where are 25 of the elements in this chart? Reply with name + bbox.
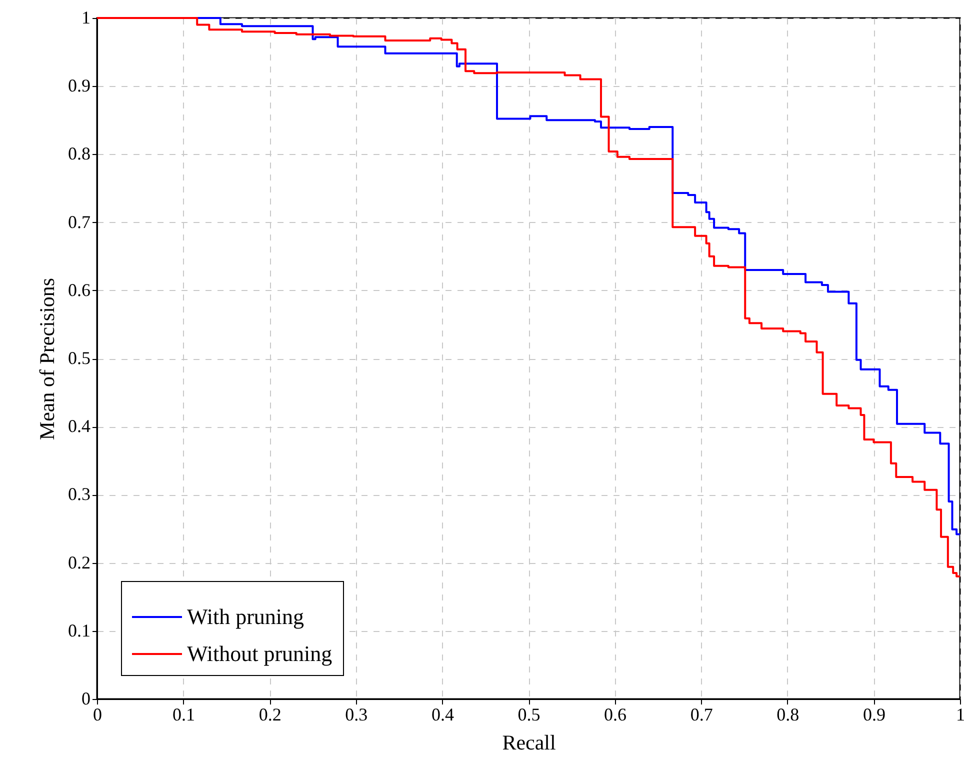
x-tick-label: 0.3 (345, 704, 368, 724)
y-tick-label: 1 (82, 8, 90, 28)
y-tick-label: 0.4 (68, 416, 90, 436)
x-tick-label: 0.4 (431, 704, 454, 724)
y-tick-label: 0.8 (68, 144, 90, 164)
x-tick-label: 0.2 (258, 704, 282, 724)
y-tick-label: 0.1 (68, 620, 90, 640)
y-tick-label: 0.6 (68, 280, 90, 300)
y-tick-label: 0.3 (68, 484, 90, 504)
y-tick-label: 0 (82, 688, 90, 708)
x-tick-label: 1 (956, 704, 964, 724)
y-tick-label: 0.9 (68, 76, 90, 96)
y-axis-title: Mean of Precisions (35, 278, 59, 440)
x-tick-label: 0.6 (604, 704, 627, 724)
x-tick-label: 0.8 (776, 704, 800, 724)
x-tick-label: 0.9 (862, 704, 886, 724)
legend-label: With pruning (187, 604, 304, 629)
x-tick-label: 0.7 (690, 704, 713, 724)
legend-label: Without pruning (187, 641, 332, 666)
x-tick-label: 0.1 (172, 704, 196, 724)
y-tick-label: 0.7 (68, 212, 90, 232)
y-tick-label: 0.2 (68, 552, 90, 572)
x-axis-title: Recall (502, 730, 556, 754)
x-tick-label: 0.5 (518, 704, 540, 724)
y-tick-label: 0.5 (68, 348, 90, 368)
